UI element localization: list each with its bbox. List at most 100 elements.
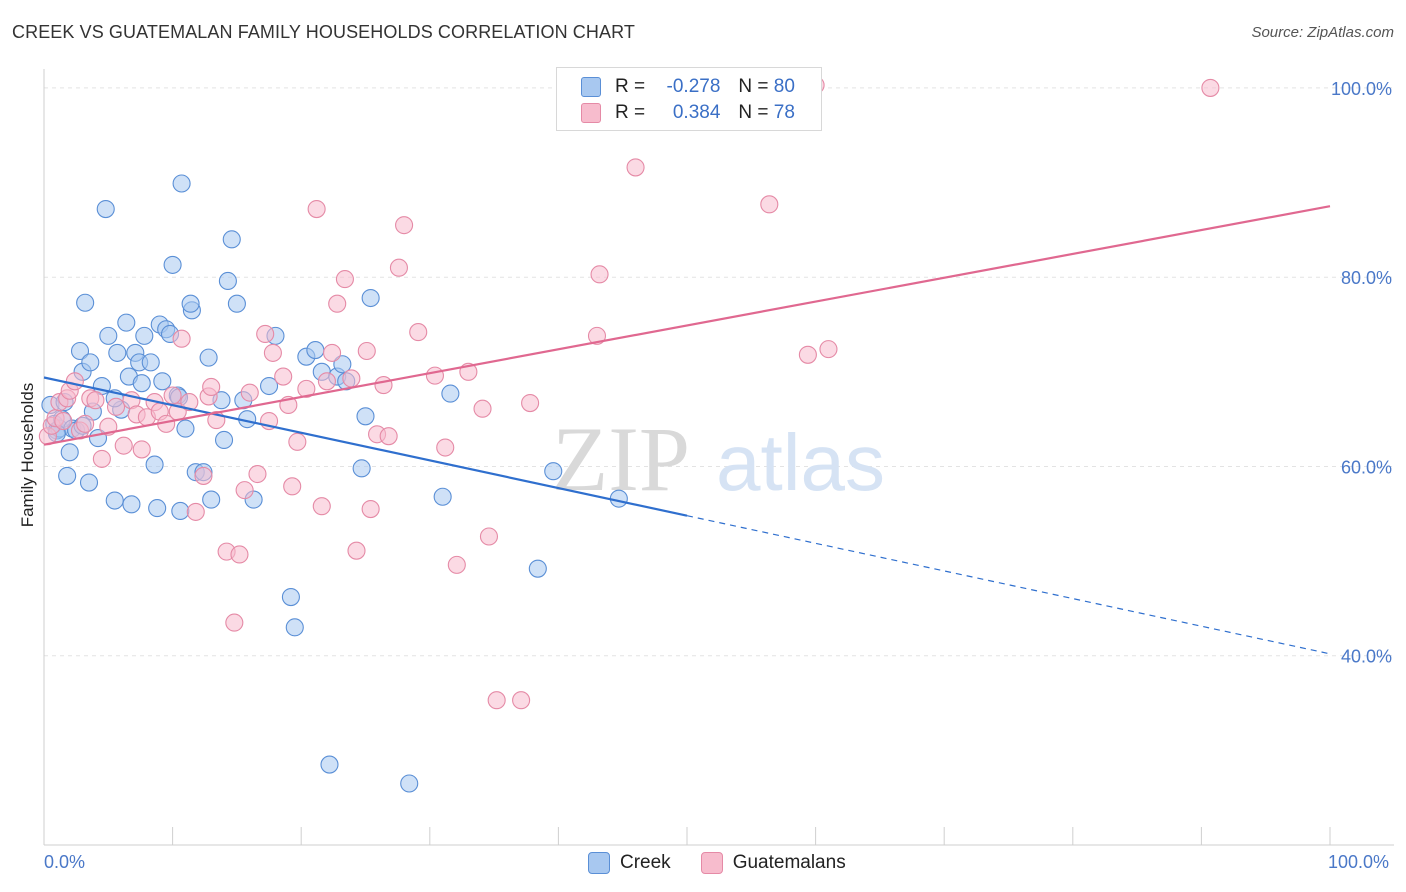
creek-point bbox=[96, 200, 115, 219]
guatemalans-point bbox=[297, 379, 316, 398]
guatemalans-point bbox=[76, 414, 95, 433]
guatemalans-point bbox=[180, 393, 199, 412]
creek-point bbox=[60, 443, 79, 462]
y-tick-label: 80.0% bbox=[1341, 268, 1392, 288]
guatemalans-point bbox=[288, 432, 307, 451]
creek-trend-line bbox=[43, 376, 688, 517]
creek-legend-swatch bbox=[588, 852, 610, 874]
creek-n-label: N = bbox=[738, 76, 769, 97]
guatemalans-point bbox=[106, 397, 126, 416]
guatemalans-point bbox=[409, 323, 428, 342]
creek-point bbox=[153, 372, 172, 391]
guatemalans-n-label: N = bbox=[738, 102, 769, 123]
guatemalans-point bbox=[521, 394, 540, 413]
creek-point bbox=[148, 499, 167, 518]
guatemalans-point bbox=[379, 427, 398, 446]
guatemalans-trend-line bbox=[43, 205, 1331, 446]
guatemalans-point bbox=[317, 372, 336, 391]
legend-item-guatemalans[interactable]: Guatemalans bbox=[700, 852, 846, 874]
y-tick-labels: 40.0% 60.0% 80.0% 100.0% bbox=[1331, 79, 1392, 667]
creek-point bbox=[141, 353, 160, 372]
guatemalans-point bbox=[65, 372, 84, 391]
guatemalans-point bbox=[328, 294, 347, 313]
creek-point bbox=[202, 490, 221, 509]
guatemalans-point bbox=[335, 270, 354, 289]
watermark-atlas: atlas bbox=[716, 418, 885, 507]
creek-point bbox=[320, 755, 339, 774]
creek-point bbox=[108, 343, 127, 362]
creek-point bbox=[79, 473, 99, 492]
creek-point bbox=[528, 559, 547, 578]
creek-point bbox=[145, 455, 164, 474]
guatemalans-r-value: 0.384 bbox=[672, 102, 721, 123]
guatemalans-point bbox=[760, 195, 779, 214]
creek-point bbox=[181, 294, 200, 313]
creek-point bbox=[163, 255, 182, 274]
creek-point bbox=[172, 174, 191, 193]
guatemalans-legend-swatch bbox=[700, 852, 723, 874]
creek-point bbox=[333, 355, 352, 374]
guatemalans-legend-label: Guatemalans bbox=[732, 852, 846, 873]
y-tick-label: 40.0% bbox=[1341, 647, 1392, 667]
creek-point bbox=[122, 495, 141, 514]
creek-point bbox=[259, 376, 279, 396]
guatemalans-point bbox=[194, 466, 213, 485]
stats-legend: R = -0.278 N = 80 R = 0.384 N = 78 bbox=[556, 67, 822, 131]
gridlines bbox=[44, 87, 1394, 657]
guatemalans-point bbox=[307, 200, 326, 219]
guatemalans-points bbox=[38, 76, 1220, 710]
legend-item-creek[interactable]: Creek bbox=[588, 852, 671, 874]
guatemalans-point bbox=[512, 691, 531, 710]
creek-swatch bbox=[581, 77, 601, 97]
creek-point bbox=[117, 313, 136, 332]
guatemalans-point bbox=[132, 440, 151, 459]
creek-point bbox=[105, 491, 124, 510]
x-tick-max: 100.0% bbox=[1328, 852, 1390, 872]
guatemalans-point bbox=[487, 691, 506, 710]
chart-title: CREEK VS GUATEMALAN FAMILY HOUSEHOLDS CO… bbox=[12, 22, 635, 42]
guatemalans-point bbox=[436, 438, 455, 457]
creek-legend-label: Creek bbox=[620, 852, 671, 873]
guatemalans-point bbox=[425, 366, 444, 385]
creek-point bbox=[70, 341, 90, 361]
guatemalans-point bbox=[274, 367, 293, 386]
guatemalans-point bbox=[342, 369, 361, 388]
guatemalans-point bbox=[389, 258, 408, 277]
guatemalans-swatch bbox=[581, 103, 601, 123]
guatemalans-point bbox=[240, 383, 259, 402]
guatemalans-point bbox=[626, 158, 645, 177]
guatemalans-point bbox=[54, 411, 73, 431]
guatemalans-point bbox=[590, 265, 609, 284]
y-tick-label: 100.0% bbox=[1331, 79, 1392, 99]
guatemalans-point bbox=[819, 340, 838, 359]
guatemalans-point bbox=[172, 329, 191, 348]
guatemalans-point bbox=[347, 541, 366, 560]
legend-row-creek: R = -0.278 N = 80 bbox=[581, 75, 795, 99]
creek-point bbox=[227, 294, 246, 313]
creek-point bbox=[81, 353, 100, 372]
guatemalans-point bbox=[283, 477, 302, 496]
creek-r-label: R = bbox=[615, 76, 646, 97]
guatemalans-point bbox=[312, 497, 331, 516]
creek-n-value: 80 bbox=[773, 76, 795, 97]
guatemalans-n-value: 78 bbox=[773, 102, 795, 123]
creek-point bbox=[222, 230, 241, 249]
creek-point bbox=[76, 293, 95, 312]
creek-point bbox=[285, 618, 304, 637]
creek-point bbox=[218, 271, 237, 291]
axes bbox=[43, 69, 1394, 846]
guatemalans-point bbox=[92, 449, 111, 468]
guatemalans-point bbox=[473, 399, 492, 418]
guatemalans-point bbox=[86, 391, 105, 410]
guatemalans-point bbox=[235, 481, 254, 500]
guatemalans-point bbox=[186, 502, 205, 521]
guatemalans-point bbox=[248, 464, 267, 484]
guatemalans-point bbox=[1201, 78, 1220, 97]
guatemalans-point bbox=[395, 216, 414, 235]
creek-point bbox=[433, 487, 452, 506]
creek-point bbox=[352, 459, 371, 478]
creek-point bbox=[214, 430, 234, 450]
legend-row-guatemalans: R = 0.384 N = 78 bbox=[581, 101, 795, 125]
creek-point bbox=[135, 326, 154, 345]
guatemalans-point bbox=[114, 436, 133, 455]
